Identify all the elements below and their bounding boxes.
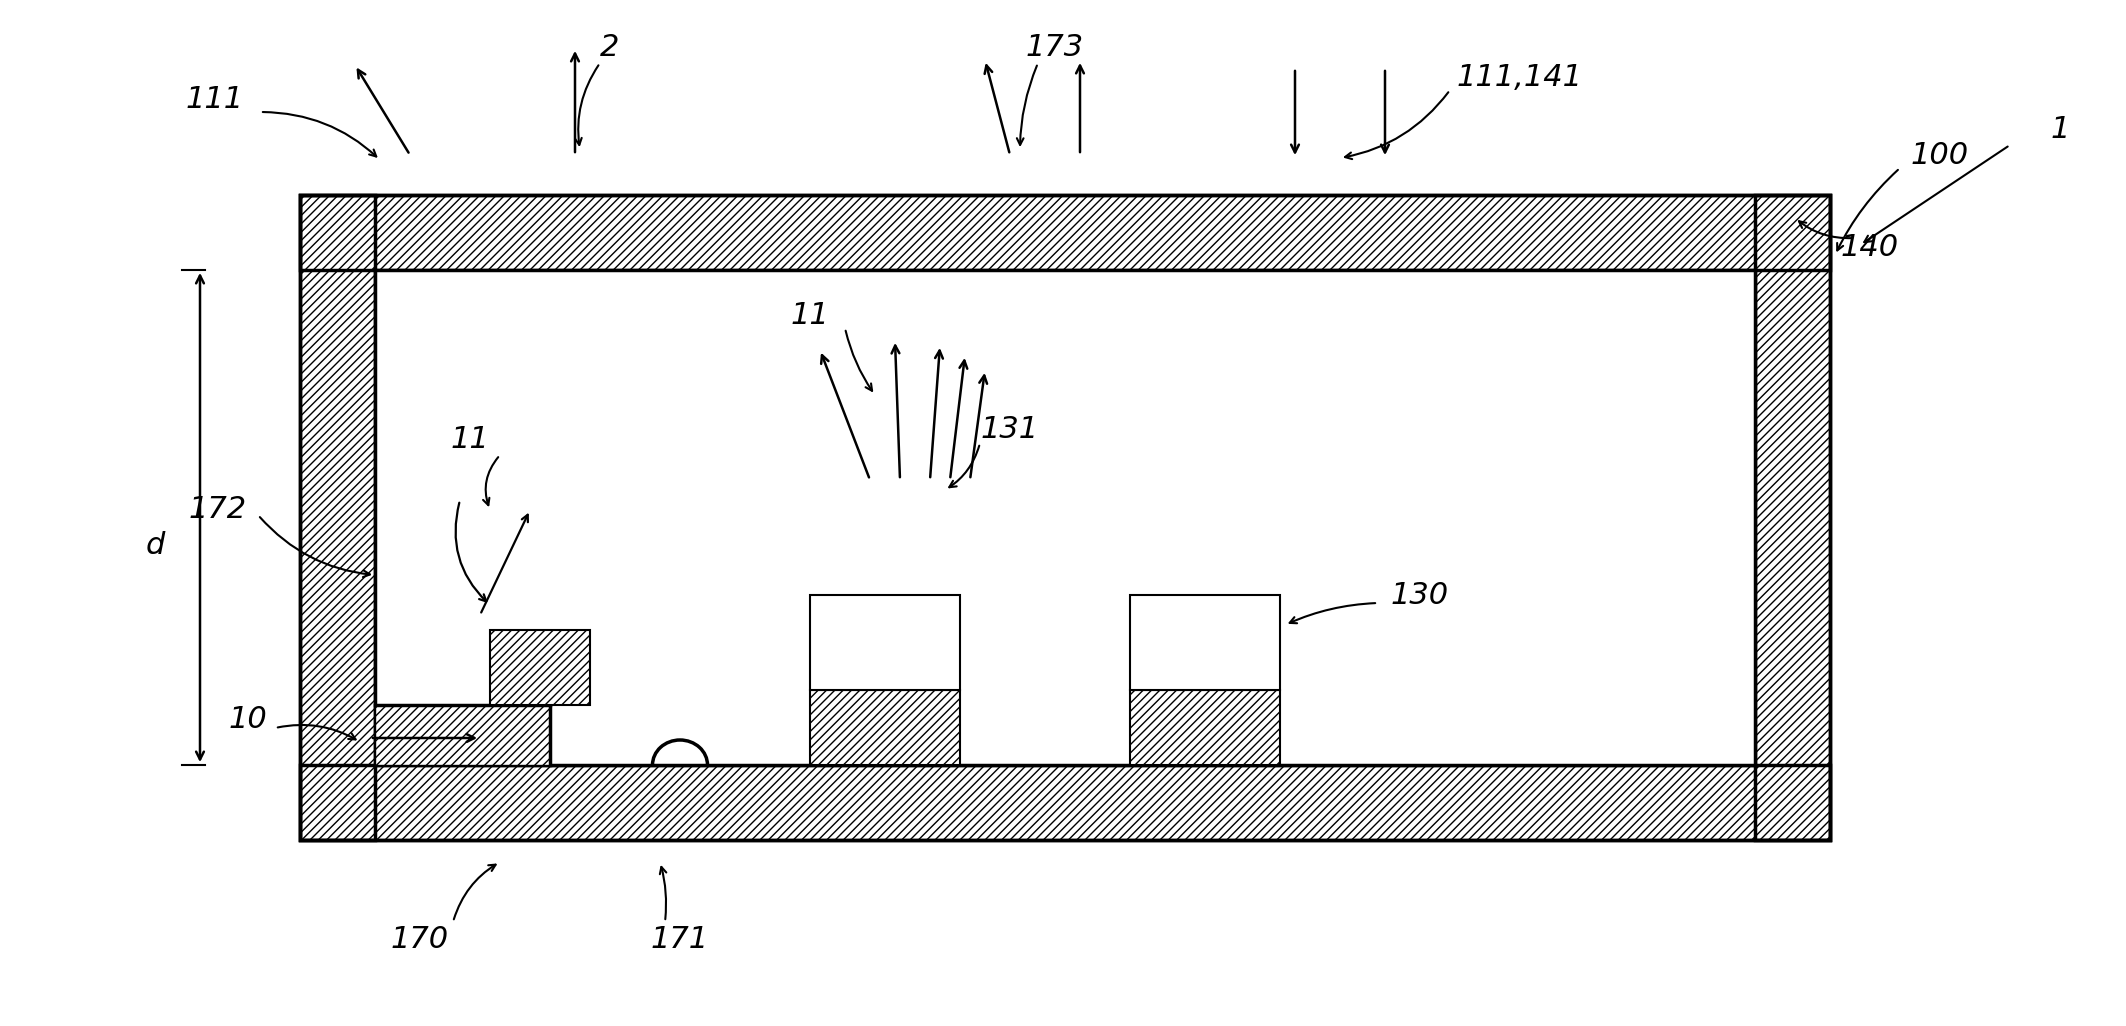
Text: 171: 171 [651, 925, 710, 954]
Text: 100: 100 [1911, 141, 1969, 169]
Bar [1754, 195, 1830, 840]
Bar [374, 705, 551, 765]
Text: 173: 173 [1027, 34, 1084, 63]
Bar [810, 690, 961, 765]
Bar [1131, 595, 1280, 690]
Bar [300, 195, 1830, 270]
Text: 2: 2 [600, 34, 619, 63]
Text: 11: 11 [451, 426, 489, 455]
Text: 1: 1 [2049, 116, 2071, 145]
Text: 111: 111 [185, 85, 244, 115]
Bar [374, 270, 1754, 765]
Text: 131: 131 [980, 416, 1040, 444]
Bar [810, 595, 961, 690]
Text: 111,141: 111,141 [1456, 64, 1584, 92]
Text: 130: 130 [1390, 581, 1450, 609]
Text: 172: 172 [189, 496, 247, 524]
Bar [300, 765, 1830, 840]
Bar [1131, 690, 1280, 765]
Bar [1754, 195, 1830, 840]
Bar [300, 195, 374, 840]
Bar [300, 765, 1830, 840]
Bar [300, 195, 1830, 270]
Text: 11: 11 [791, 301, 829, 329]
Text: 140: 140 [1841, 234, 1899, 263]
Bar [300, 195, 1830, 840]
Text: 10: 10 [230, 706, 268, 735]
Bar [300, 195, 374, 840]
Bar [489, 630, 591, 705]
Text: 170: 170 [391, 925, 449, 954]
Text: d: d [145, 530, 164, 559]
